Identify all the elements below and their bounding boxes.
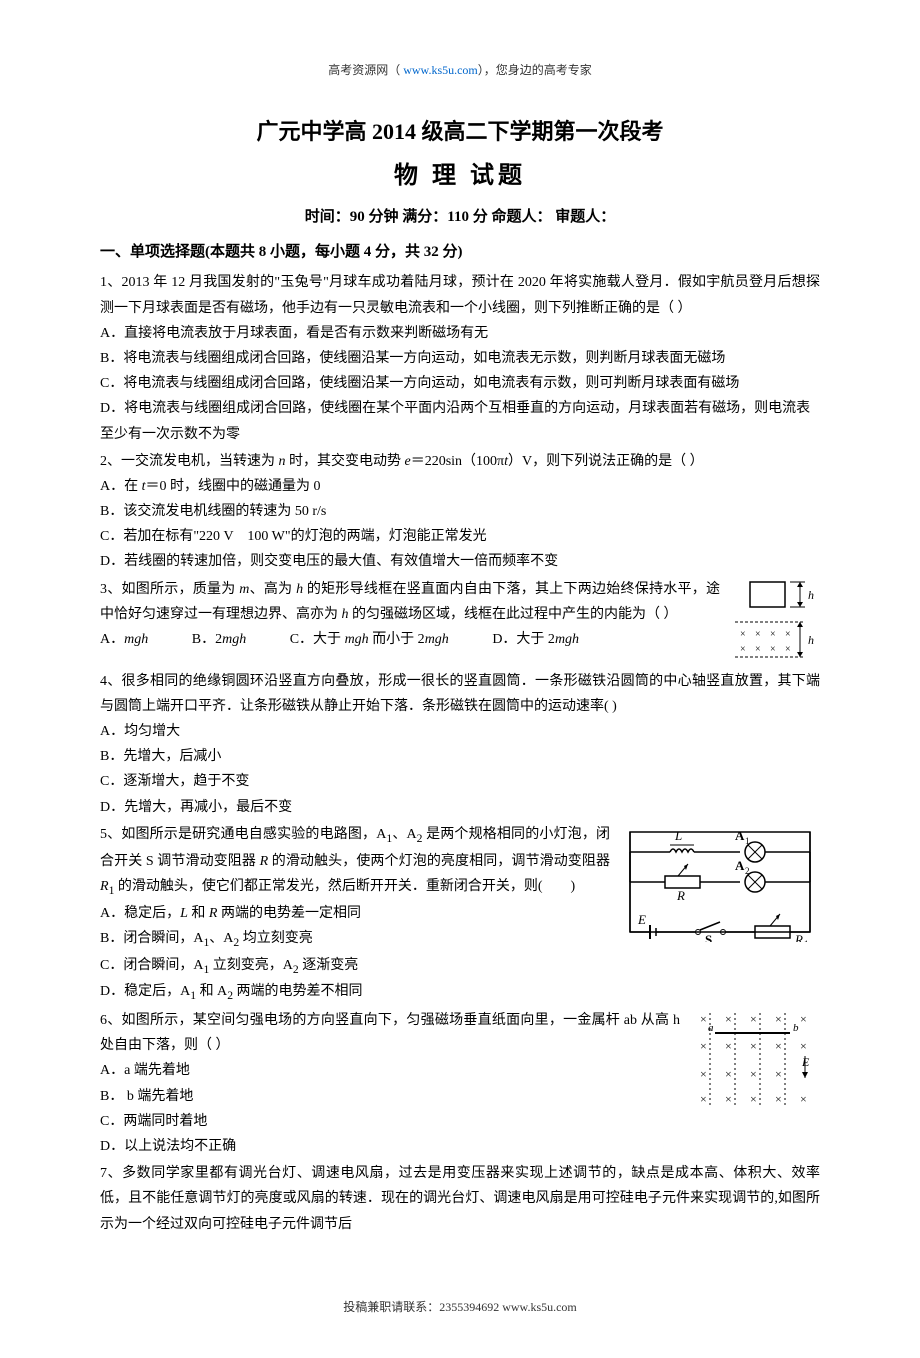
question-1-text: 1、2013 年 12 月我国发射的"玉兔号"月球车成功着陆月球，预计在 202…	[100, 270, 820, 320]
q6-figure: ××××× a b ××××× E ×××× ×××××	[690, 1008, 820, 1108]
svg-text:×: ×	[785, 644, 791, 655]
question-6: ××××× a b ××××× E ×××× ××××× 6、如图所示，某空间匀…	[100, 1008, 820, 1159]
svg-text:×: ×	[775, 1067, 782, 1081]
svg-text:×: ×	[770, 629, 776, 640]
page-footer: 投稿兼职请联系：2355394692 www.ks5u.com	[100, 1297, 820, 1319]
question-2-text: 2、一交流发电机，当转速为 n 时，其交变电动势 e＝220sin（100πt）…	[100, 449, 820, 474]
svg-text:E: E	[637, 912, 646, 927]
svg-text:h: h	[808, 633, 814, 647]
svg-text:×: ×	[725, 1012, 732, 1026]
q3-option-b: B．2mgh	[192, 627, 246, 652]
q2-option-a: A．在 t＝0 时，线圈中的磁通量为 0	[100, 474, 820, 499]
q4-option-a: A．均匀增大	[100, 719, 820, 744]
q4-option-b: B．先增大，后减小	[100, 744, 820, 769]
question-5: L A1 R A2	[100, 822, 820, 1006]
q2-option-c: C．若加在标有"220 V 100 W"的灯泡的两端，灯泡能正常发光	[100, 524, 820, 549]
svg-text:×: ×	[755, 644, 761, 655]
svg-text:×: ×	[775, 1012, 782, 1026]
q1-option-b: B．将电流表与线圈组成闭合回路，使线圈沿某一方向运动，如电流表无示数，则判断月球…	[100, 346, 820, 371]
svg-text:a: a	[708, 1022, 714, 1034]
exam-subject: 物 理 试题	[100, 155, 820, 198]
svg-text:L: L	[674, 828, 682, 843]
q6-option-d: D．以上说法均不正确	[100, 1134, 820, 1159]
q2-option-b: B．该交流发电机线圈的转速为 50 r/s	[100, 499, 820, 524]
exam-title: 广元中学高 2014 级高二下学期第一次段考	[100, 112, 820, 152]
q6-field-diagram: ××××× a b ××××× E ×××× ×××××	[690, 1008, 820, 1108]
q5-option-c: C．闭合瞬间，A1 立刻变亮，A2 逐渐变亮	[100, 953, 820, 980]
svg-text:×: ×	[800, 1039, 807, 1053]
svg-text:×: ×	[775, 1039, 782, 1053]
svg-text:×: ×	[775, 1092, 782, 1106]
svg-text:R: R	[794, 932, 803, 942]
header-site-name: 高考资源网（	[328, 63, 400, 77]
svg-text:×: ×	[755, 629, 761, 640]
q4-option-d: D．先增大，再减小，最后不变	[100, 795, 820, 820]
svg-text:×: ×	[725, 1067, 732, 1081]
svg-text:×: ×	[725, 1092, 732, 1106]
svg-text:A: A	[735, 858, 745, 873]
q5-option-d: D．稳定后，A1 和 A2 两端的电势差不相同	[100, 979, 820, 1006]
svg-text:×: ×	[700, 1067, 707, 1081]
header-suffix: ），您身边的高考专家	[478, 63, 592, 77]
svg-text:×: ×	[770, 644, 776, 655]
svg-text:×: ×	[750, 1012, 757, 1026]
q5-figure: L A1 R A2	[620, 822, 820, 942]
header-source: 高考资源网（ www.ks5u.com），您身边的高考专家	[100, 60, 820, 82]
svg-text:S: S	[705, 932, 712, 942]
q3-option-c: C．大于 mgh 而小于 2mgh	[290, 627, 449, 652]
svg-text:×: ×	[785, 629, 791, 640]
q6-option-c: C．两端同时着地	[100, 1109, 820, 1134]
question-2: 2、一交流发电机，当转速为 n 时，其交变电动势 e＝220sin（100πt）…	[100, 449, 820, 575]
q3-option-a: A．mgh	[100, 627, 148, 652]
q1-option-a: A．直接将电流表放于月球表面，看是否有示数来判断磁场有无	[100, 321, 820, 346]
header-url: www.ks5u.com	[400, 63, 478, 77]
question-1: 1、2013 年 12 月我国发射的"玉兔号"月球车成功着陆月球，预计在 202…	[100, 270, 820, 446]
q3-option-d: D．大于 2mgh	[492, 627, 579, 652]
svg-text:×: ×	[800, 1012, 807, 1026]
svg-text:R: R	[676, 888, 685, 903]
svg-text:×: ×	[700, 1092, 707, 1106]
svg-text:×: ×	[800, 1092, 807, 1106]
svg-text:h: h	[808, 588, 814, 602]
svg-text:×: ×	[750, 1067, 757, 1081]
q3-figure: h × × × × × × × × h	[730, 577, 820, 667]
svg-text:×: ×	[725, 1039, 732, 1053]
svg-text:×: ×	[700, 1012, 707, 1026]
svg-text:×: ×	[750, 1039, 757, 1053]
svg-text:×: ×	[740, 644, 746, 655]
q4-option-c: C．逐渐增大，趋于不变	[100, 769, 820, 794]
question-3-text: 3、如图所示，质量为 m、高为 h 的矩形导线框在竖直面内自由下落，其上下两边始…	[100, 577, 820, 627]
question-3: h × × × × × × × × h 3、如图所示，质量为 m、高为 h 的矩形导线框在竖…	[100, 577, 820, 667]
section-1-header: 一、单项选择题(本题共 8 小题，每小题 4 分，共 32 分)	[100, 239, 820, 266]
svg-text:1: 1	[804, 939, 809, 942]
q3-options: A．mgh B．2mgh C．大于 mgh 而小于 2mgh D．大于 2mgh	[100, 627, 820, 652]
question-7: 7、多数同学家里都有调光台灯、调速电风扇，过去是用变压器来实现上述调节的，缺点是…	[100, 1161, 820, 1237]
q2-option-d: D．若线圈的转速加倍，则交变电压的最大值、有效值增大一倍而频率不变	[100, 549, 820, 574]
svg-text:×: ×	[700, 1039, 707, 1053]
question-4: 4、很多相同的绝缘铜圆环沿竖直方向叠放，形成一很长的竖直圆筒．一条形磁铁沿圆筒的…	[100, 669, 820, 820]
q3-diagram: h × × × × × × × × h	[730, 577, 820, 667]
svg-text:×: ×	[750, 1092, 757, 1106]
exam-info: 时间：90 分钟 满分：110 分 命题人： 审题人：	[100, 204, 820, 231]
q1-option-d: D．将电流表与线圈组成闭合回路，使线圈在某个平面内沿两个互相垂直的方向运动，月球…	[100, 396, 820, 446]
svg-text:b: b	[793, 1022, 799, 1034]
question-7-text: 7、多数同学家里都有调光台灯、调速电风扇，过去是用变压器来实现上述调节的，缺点是…	[100, 1161, 820, 1237]
q1-option-c: C．将电流表与线圈组成闭合回路，使线圈沿某一方向运动，如电流表有示数，则可判断月…	[100, 371, 820, 396]
question-4-text: 4、很多相同的绝缘铜圆环沿竖直方向叠放，形成一很长的竖直圆筒．一条形磁铁沿圆筒的…	[100, 669, 820, 719]
svg-text:1: 1	[745, 836, 750, 846]
svg-text:2: 2	[745, 866, 750, 876]
svg-text:A: A	[735, 828, 745, 843]
q5-circuit-diagram: L A1 R A2	[620, 822, 820, 942]
svg-text:×: ×	[740, 629, 746, 640]
